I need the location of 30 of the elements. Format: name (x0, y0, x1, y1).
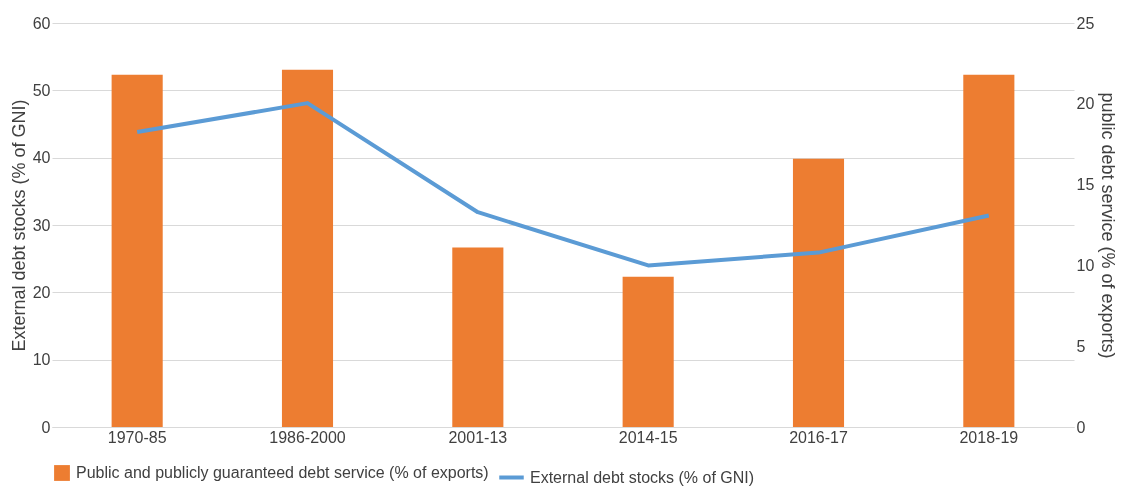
legend-label: External debt stocks (% of GNI) (530, 468, 755, 486)
bar (111, 74, 163, 427)
bar (792, 158, 845, 427)
x-tick-label: 1970-85 (107, 428, 167, 446)
line-series (135, 101, 991, 268)
y2-tick-label: 0 (1076, 418, 1086, 436)
x-tick-label: 2014-15 (618, 428, 678, 446)
y2-axis-title: public debt service (% of exports) (1098, 92, 1119, 359)
y-tick-label: 0 (41, 418, 51, 436)
bar (622, 276, 674, 427)
y-tick-label: 60 (32, 14, 51, 32)
bar (281, 69, 334, 427)
x-tick-label: 2001-13 (448, 428, 508, 446)
x-tick-label: 2016-17 (789, 428, 848, 446)
x-tick-label: 1986-2000 (269, 428, 346, 446)
y-tick-label: 30 (32, 216, 51, 234)
y-tick-label: 10 (32, 351, 51, 369)
bar (452, 247, 504, 427)
y2-tick-label: 5 (1076, 337, 1086, 355)
y-tick-label: 50 (32, 81, 51, 99)
y-axis-title: External debt stocks (% of GNI) (8, 99, 29, 352)
legend-label: Public and publicly guaranteed debt service (% of exports) (76, 464, 489, 481)
y2-tick-label: 20 (1076, 95, 1095, 113)
y2-tick-label: 25 (1076, 14, 1095, 32)
bar (963, 74, 1015, 427)
y2-tick-label: 15 (1076, 176, 1095, 194)
x-tick-label: 2018-19 (959, 428, 1019, 446)
y2-tick-label: 10 (1076, 256, 1095, 274)
y-tick-label: 40 (32, 149, 51, 167)
y-tick-label: 20 (32, 283, 51, 301)
